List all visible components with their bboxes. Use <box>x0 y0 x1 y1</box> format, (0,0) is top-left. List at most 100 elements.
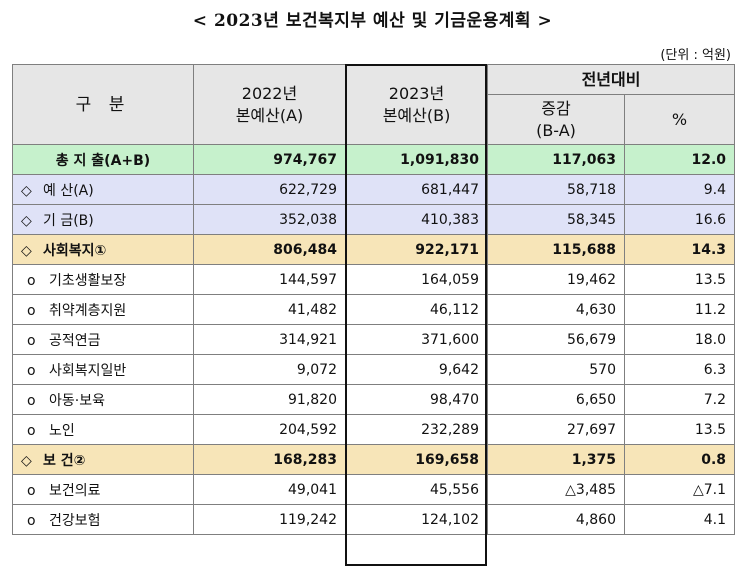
cell-pct: 13.5 <box>623 264 736 295</box>
header-yoy: 전년대비 <box>486 64 736 95</box>
cell-diff: 570 <box>487 354 625 385</box>
bullet-marker-icon: o <box>27 512 36 529</box>
cell-pct: 6.3 <box>623 354 736 385</box>
row-label-text: 노인 <box>49 422 75 439</box>
cell-y2023: 1,091,830 <box>345 144 488 175</box>
row-label-text: 보 건② <box>43 452 86 469</box>
cell-y2023: 46,112 <box>345 294 488 325</box>
table-row: o 건강보험 119,242 124,102 4,860 4.1 <box>12 504 736 535</box>
table-row: o 아동·보육 91,820 98,470 6,650 7.2 <box>12 384 736 415</box>
header-2023-sub: 본예산(B) <box>382 105 451 125</box>
row-label-text: 보건의료 <box>49 482 101 499</box>
table-row: ◇ 예 산(A) 622,729 681,447 58,718 9.4 <box>12 174 736 205</box>
bullet-marker-icon: o <box>27 482 36 499</box>
cell-y2023: 45,556 <box>345 474 488 505</box>
row-label: o 공적연금 <box>12 324 194 355</box>
cell-y2022: 144,597 <box>193 264 346 295</box>
cell-y2022: 168,283 <box>193 444 346 475</box>
table-body: 총 지 출(A+B) 974,767 1,091,830 117,063 12.0 ◇ 예 … <box>12 144 736 535</box>
cell-pct: 12.0 <box>623 144 736 175</box>
cell-diff: 56,679 <box>487 324 625 355</box>
diamond-marker-icon: ◇ <box>21 242 32 259</box>
cell-pct: 9.4 <box>623 174 736 205</box>
cell-y2022: 41,482 <box>193 294 346 325</box>
cell-y2023: 922,171 <box>345 234 488 265</box>
row-label-text: 사회복지일반 <box>49 362 127 379</box>
table-row: ◇ 보 건② 168,283 169,658 1,375 0.8 <box>12 444 736 475</box>
cell-y2023: 410,383 <box>345 204 488 235</box>
cell-y2023: 169,658 <box>345 444 488 475</box>
table-row: o 취약계층지원 41,482 46,112 4,630 11.2 <box>12 294 736 325</box>
cell-y2022: 806,484 <box>193 234 346 265</box>
cell-y2022: 352,038 <box>193 204 346 235</box>
header-2022-sub: 본예산(A) <box>235 105 304 125</box>
cell-y2022: 314,921 <box>193 324 346 355</box>
header-diff: 증감 (B-A) <box>487 94 625 145</box>
bullet-marker-icon: o <box>27 332 36 349</box>
cell-diff: △3,485 <box>487 474 625 505</box>
row-label-text: 공적연금 <box>49 332 101 349</box>
cell-pct: 14.3 <box>623 234 736 265</box>
row-label-text: 건강보험 <box>49 512 101 529</box>
cell-pct: 13.5 <box>623 414 736 445</box>
table-row: o 보건의료 49,041 45,556 △3,485 △7.1 <box>12 474 736 505</box>
header-2022-year: 2022년 <box>241 83 298 103</box>
bullet-marker-icon: o <box>27 392 36 409</box>
bullet-marker-icon: o <box>27 422 36 439</box>
cell-pct: 7.2 <box>623 384 736 415</box>
row-label-text: 사회복지① <box>43 242 107 259</box>
cell-diff: 27,697 <box>487 414 625 445</box>
row-label-text: 아동·보육 <box>49 392 105 409</box>
row-label-text: 총 지 출(A+B) <box>55 152 151 169</box>
header-pct: % <box>623 94 736 145</box>
cell-y2022: 49,041 <box>193 474 346 505</box>
row-label: o 아동·보육 <box>12 384 194 415</box>
table-row: ◇ 기 금(B) 352,038 410,383 58,345 16.6 <box>12 204 736 235</box>
cell-y2023: 98,470 <box>345 384 488 415</box>
header-2023: 2023년 본예산(B) <box>345 64 488 145</box>
row-label-text: 예 산(A) <box>43 182 94 199</box>
cell-diff: 117,063 <box>487 144 625 175</box>
row-label-text: 기초생활보장 <box>49 272 127 289</box>
cell-y2022: 974,767 <box>193 144 346 175</box>
diamond-marker-icon: ◇ <box>21 212 32 229</box>
cell-pct: 16.6 <box>623 204 736 235</box>
row-label: o 사회복지일반 <box>12 354 194 385</box>
row-label: o 취약계층지원 <box>12 294 194 325</box>
row-label: 총 지 출(A+B) <box>12 144 194 175</box>
row-label: o 노인 <box>12 414 194 445</box>
table-row: 총 지 출(A+B) 974,767 1,091,830 117,063 12.0 <box>12 144 736 175</box>
row-label: ◇ 예 산(A) <box>12 174 194 205</box>
bullet-marker-icon: o <box>27 302 36 319</box>
table-row: o 공적연금 314,921 371,600 56,679 18.0 <box>12 324 736 355</box>
header-2023-year: 2023년 <box>388 83 445 103</box>
cell-y2022: 622,729 <box>193 174 346 205</box>
cell-diff: 19,462 <box>487 264 625 295</box>
cell-pct: △7.1 <box>623 474 736 505</box>
cell-y2022: 119,242 <box>193 504 346 535</box>
row-label: o 기초생활보장 <box>12 264 194 295</box>
header-diff-line2: (B-A) <box>536 120 576 140</box>
cell-diff: 4,630 <box>487 294 625 325</box>
header-category: 구 분 <box>12 64 194 145</box>
header-2022: 2022년 본예산(A) <box>193 64 346 145</box>
table-row: o 노인 204,592 232,289 27,697 13.5 <box>12 414 736 445</box>
cell-y2023: 681,447 <box>345 174 488 205</box>
table-row: o 사회복지일반 9,072 9,642 570 6.3 <box>12 354 736 385</box>
cell-y2023: 164,059 <box>345 264 488 295</box>
diamond-marker-icon: ◇ <box>21 452 32 469</box>
cell-diff: 6,650 <box>487 384 625 415</box>
row-label: ◇ 기 금(B) <box>12 204 194 235</box>
cell-y2023: 9,642 <box>345 354 488 385</box>
cell-diff: 115,688 <box>487 234 625 265</box>
row-label: ◇ 사회복지① <box>12 234 194 265</box>
bullet-marker-icon: o <box>27 272 36 289</box>
cell-y2023: 232,289 <box>345 414 488 445</box>
budget-table-wrap: 구 분 2022년 본예산(A) 2023년 본예산(B) 전년대비 증감 (B… <box>12 64 736 535</box>
row-label: o 건강보험 <box>12 504 194 535</box>
row-label-text: 기 금(B) <box>43 212 94 229</box>
table-row: o 기초생활보장 144,597 164,059 19,462 13.5 <box>12 264 736 295</box>
cell-pct: 0.8 <box>623 444 736 475</box>
row-label: o 보건의료 <box>12 474 194 505</box>
cell-diff: 4,860 <box>487 504 625 535</box>
